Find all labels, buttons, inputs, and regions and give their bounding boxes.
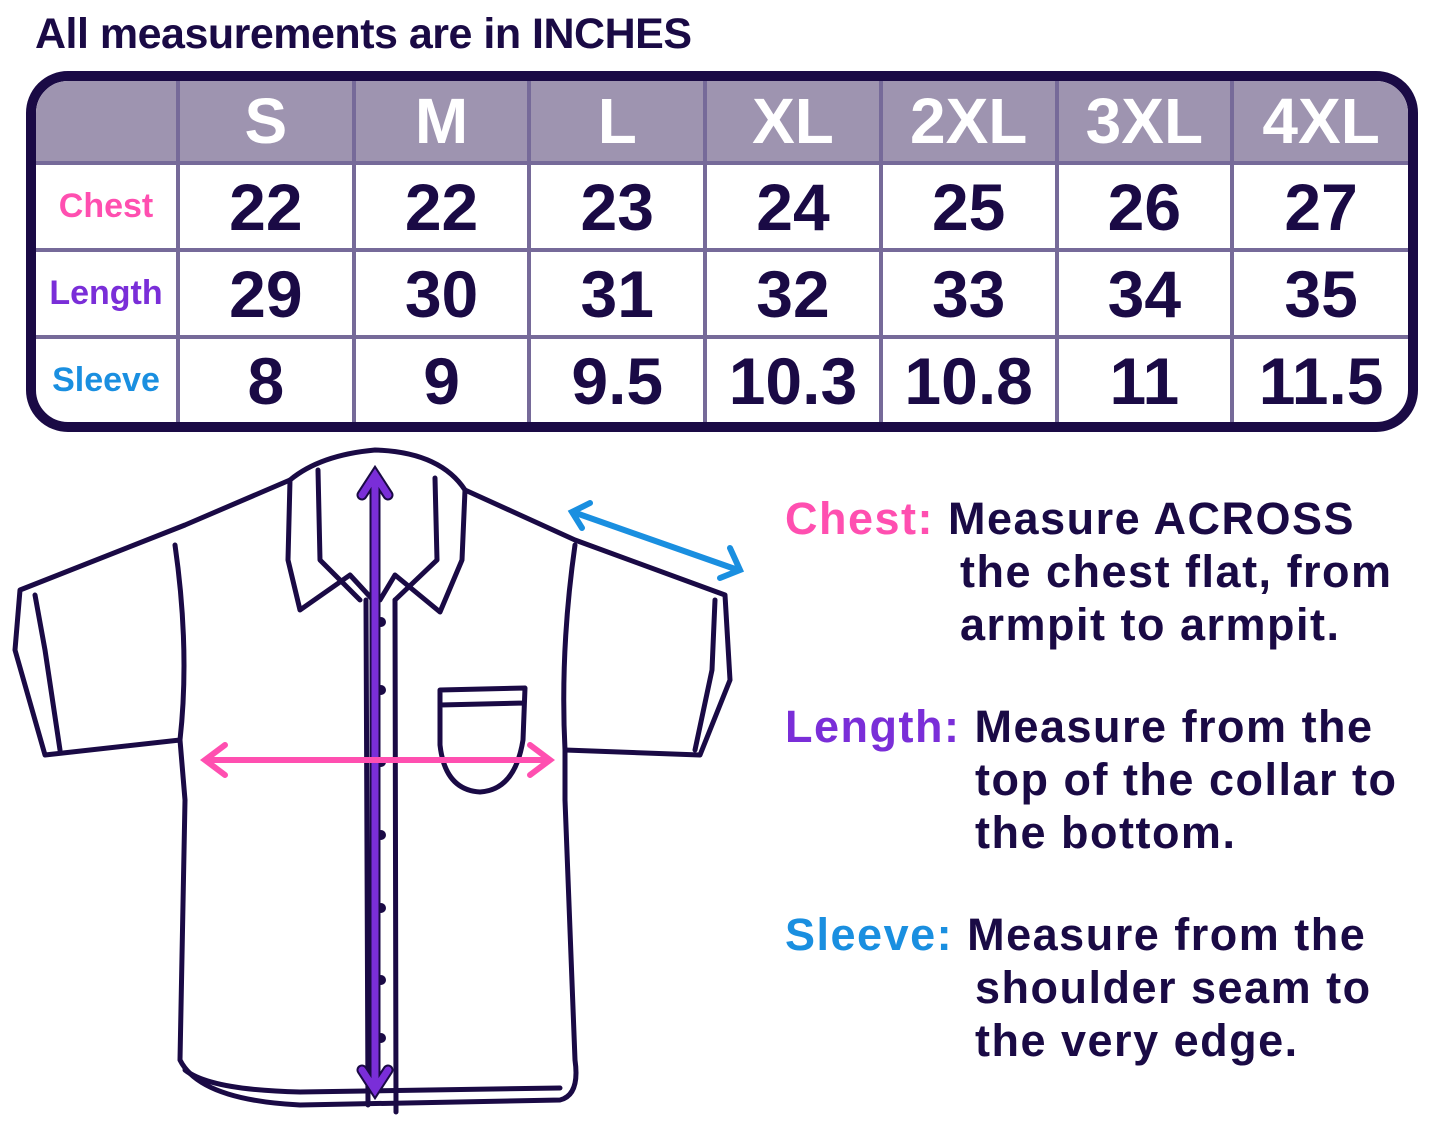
instruction-line: top of the collar to (975, 754, 1398, 805)
size-header: 3XL (1054, 81, 1235, 165)
size-table: S M L XL 2XL 3XL 4XL Chest 22 22 23 24 2… (26, 71, 1418, 432)
instruction-line: the bottom. (975, 807, 1237, 858)
header-empty (36, 81, 180, 165)
instruction-line: shoulder seam to (975, 962, 1372, 1013)
size-header: S (176, 81, 356, 165)
instruction-label: Chest: (785, 493, 935, 544)
table-cell: 26 (1054, 160, 1235, 253)
table-row-length: Length 29 30 31 32 33 34 35 (36, 248, 1408, 340)
page-title: All measurements are in INCHES (35, 10, 692, 58)
instruction-line: the chest flat, from (960, 546, 1393, 597)
row-label: Chest (36, 160, 180, 253)
table-cell: 31 (527, 248, 708, 340)
table-cell: 11.5 (1230, 335, 1408, 422)
size-header: 4XL (1230, 81, 1408, 165)
collar (285, 447, 468, 615)
table-cell: 35 (1230, 248, 1408, 340)
instruction-line: armpit to armpit. (960, 599, 1341, 650)
table-cell: 11 (1054, 335, 1235, 422)
row-label: Length (36, 248, 180, 340)
table-cell: 27 (1230, 160, 1408, 253)
instruction-line: Measure ACROSS (948, 493, 1355, 544)
table-cell: 10.3 (703, 335, 883, 422)
shirt-body-outline (12, 477, 733, 1108)
hem-line (182, 1067, 563, 1095)
table-cell: 32 (703, 248, 883, 340)
table-row-sleeve: Sleeve 8 9 9.5 10.3 10.8 11 11.5 (36, 335, 1408, 422)
table-cell: 23 (527, 160, 708, 253)
table-cell: 34 (1054, 248, 1235, 340)
table-cell: 24 (703, 160, 883, 253)
size-header: XL (703, 81, 883, 165)
size-header: M (351, 81, 532, 165)
instruction-label: Sleeve: (785, 909, 954, 960)
table-cell: 10.8 (878, 335, 1059, 422)
sleeve-arrow (567, 500, 745, 581)
instruction-line: Measure from the (967, 909, 1367, 960)
instruction-label: Length: (785, 701, 961, 752)
table-cell: 25 (878, 160, 1059, 253)
chest-arrow (200, 742, 555, 778)
table-cell: 8 (176, 335, 356, 422)
table-cell: 29 (176, 248, 356, 340)
instruction-sleeve: Sleeve: Measure from the shoulder seam t… (785, 908, 1372, 1067)
instruction-line: Measure from the (974, 701, 1374, 752)
size-header: L (527, 81, 708, 165)
table-cell: 9.5 (527, 335, 708, 422)
length-arrow (356, 464, 394, 1101)
instruction-chest: Chest: Measure ACROSS the chest flat, fr… (785, 492, 1393, 651)
table-cell: 33 (878, 248, 1059, 340)
table-row-chest: Chest 22 22 23 24 25 26 27 (36, 160, 1408, 253)
sleeve-seam-right (561, 542, 718, 753)
size-header: 2XL (878, 81, 1059, 165)
table-header-row: S M L XL 2XL 3XL 4XL (36, 81, 1408, 165)
table-cell: 22 (351, 160, 532, 253)
shirt-diagram (12, 447, 745, 1115)
placket (363, 597, 399, 1115)
sleeve-seam-left (32, 542, 187, 753)
instruction-line: the very edge. (975, 1015, 1299, 1066)
pocket (437, 685, 528, 795)
instruction-length: Length: Measure from the top of the coll… (785, 700, 1397, 859)
table-cell: 22 (176, 160, 356, 253)
table-cell: 9 (351, 335, 532, 422)
row-label: Sleeve (36, 335, 180, 422)
table-cell: 30 (351, 248, 532, 340)
